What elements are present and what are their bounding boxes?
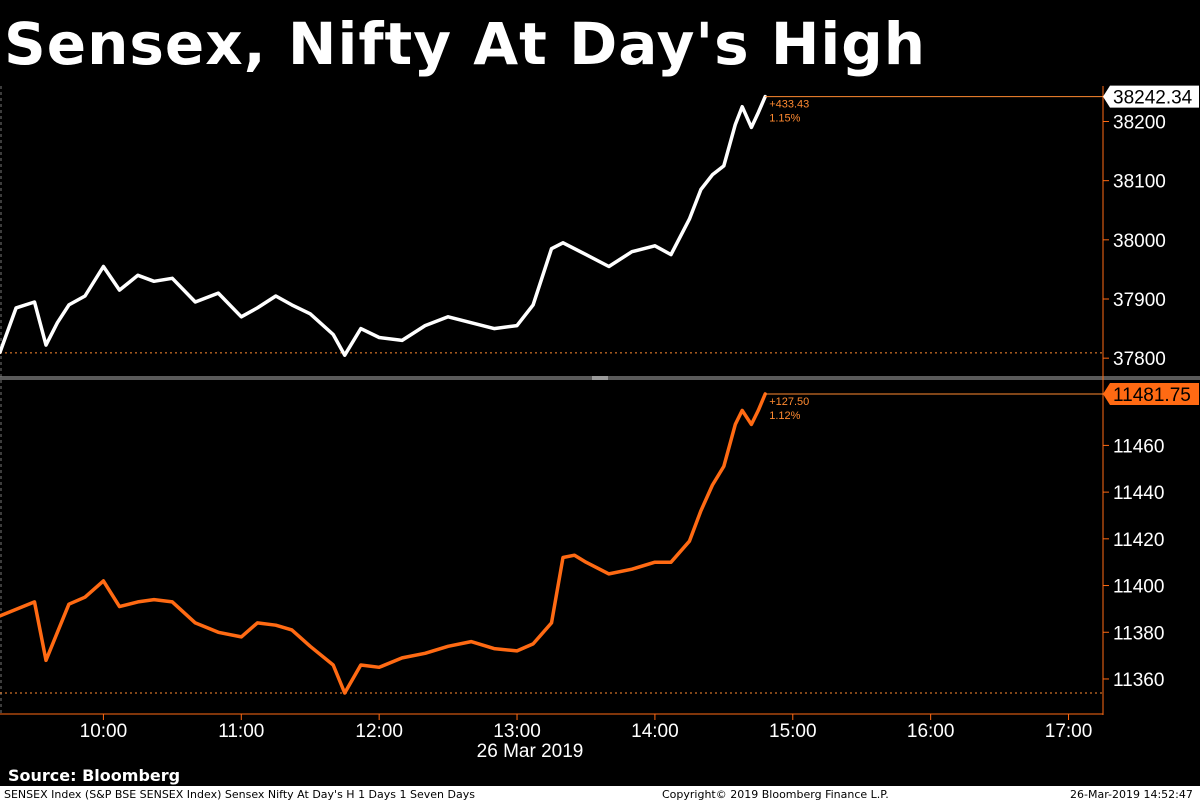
nifty-y-tick-label: 11380 — [1113, 623, 1164, 644]
x-tick-label: 15:00 — [769, 721, 817, 742]
sensex-y-tick-label: 38200 — [1113, 113, 1166, 134]
x-date-label: 26 Mar 2019 — [477, 741, 584, 762]
sensex-change-pct-label: 1.15% — [769, 113, 800, 125]
x-tick-label: 11:00 — [218, 721, 264, 742]
nifty-last-value-badge — [1103, 383, 1199, 406]
nifty-last-value-text: 11481.75 — [1113, 385, 1191, 406]
x-tick-label: 17:00 — [1045, 721, 1093, 742]
nifty-change-label: +127.50 — [769, 396, 809, 408]
dual-line-chart: 37800 37900 38000 38100 38200 +433.43 1.15% 382… — [0, 85, 1200, 762]
nifty-change-pct-label: 1.12% — [769, 410, 800, 422]
footer-right: 26-Mar-2019 14:52:47 — [1070, 788, 1193, 801]
footer-bar: SENSEX Index (S&P BSE SENSEX Index) Sens… — [0, 786, 1200, 804]
sensex-last-value-text: 38242.34 — [1113, 88, 1193, 109]
x-tick-label: 12:00 — [355, 721, 403, 742]
chart-title: Sensex, Nifty At Day's High — [4, 10, 927, 78]
x-tick-label: 13:00 — [493, 721, 541, 742]
sensex-series-line — [0, 94, 767, 357]
sensex-y-tick-label: 37800 — [1113, 349, 1166, 370]
nifty-y-tick-label: 11460 — [1113, 436, 1164, 457]
x-tick-label: 10:00 — [80, 721, 128, 742]
sensex-y-tick-label: 38000 — [1113, 231, 1166, 252]
sensex-last-value-badge — [1103, 85, 1199, 108]
nifty-y-tick-label: 11400 — [1113, 577, 1164, 598]
x-axis: 10:00 11:00 12:00 13:00 14:00 15:00 16:00 17:00 — [80, 714, 1093, 742]
footer-left: SENSEX Index (S&P BSE SENSEX Index) Sens… — [4, 788, 475, 801]
source-label: Source: Bloomberg — [8, 766, 181, 785]
sensex-panel: 37800 37900 38000 38100 38200 +433.43 1.15% 382… — [0, 85, 1199, 370]
x-tick-label: 14:00 — [631, 721, 679, 742]
nifty-series-line — [0, 392, 767, 695]
nifty-panel: 11360 11380 11400 11420 11440 11460 +127.50 1.1… — [0, 383, 1199, 695]
x-tick-label: 16:00 — [907, 721, 955, 742]
nifty-y-tick-label: 11360 — [1113, 670, 1164, 691]
nifty-y-tick-label: 11420 — [1113, 530, 1164, 551]
sensex-y-tick-label: 37900 — [1113, 290, 1166, 311]
sensex-change-label: +433.43 — [769, 99, 809, 111]
nifty-y-tick-label: 11440 — [1113, 483, 1164, 504]
sensex-y-tick-label: 38100 — [1113, 172, 1166, 193]
footer-center: Copyright© 2019 Bloomberg Finance L.P. — [662, 788, 889, 801]
panel-separator-handle[interactable] — [592, 376, 608, 380]
